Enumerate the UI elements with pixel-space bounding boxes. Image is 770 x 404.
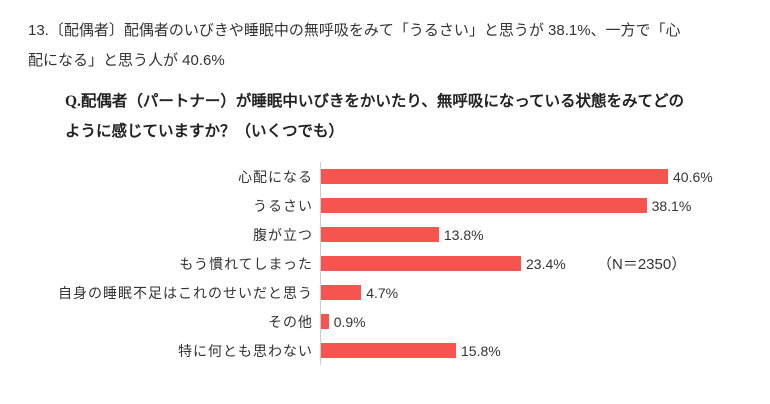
category-label: うるさい: [253, 197, 313, 214]
chart-row: うるさい 38.1%: [0, 191, 770, 220]
chart-row: 自身の睡眠不足はこれのせいだと思う 4.7%: [0, 278, 770, 307]
category-label: もう慣れてしまった: [179, 255, 313, 272]
bar: [321, 314, 329, 329]
value-label: 0.9%: [333, 313, 366, 330]
chart-row: 心配になる 40.6%: [0, 162, 770, 191]
plot-area: 4.7%: [320, 278, 770, 307]
value-label: 40.6%: [673, 168, 713, 185]
question-line-2: ように感じていますか？（いくつでも）: [65, 123, 345, 140]
value-label: 38.1%: [651, 197, 692, 214]
chart-row: 腹が立つ 13.8%: [0, 220, 770, 249]
chart-row: 特に何とも思わない 15.8%: [0, 336, 770, 365]
chart-row: その他 0.9%: [0, 307, 770, 336]
plot-area: 23.4% （N＝2350）: [320, 249, 770, 278]
summary-text: 13.〔配偶者〕配偶者のいびきや睡眠中の無呼吸をみて「うるさい」と思うが 38.…: [28, 16, 748, 76]
summary-line-1: 13.〔配偶者〕配偶者のいびきや睡眠中の無呼吸をみて「うるさい」と思うが 38.…: [28, 22, 681, 39]
summary-line-2: 配になる」と思う人が 40.6%: [28, 52, 225, 69]
value-label: 23.4%: [526, 255, 566, 272]
category-label: 自身の睡眠不足はこれのせいだと思う: [58, 284, 313, 301]
bar: [321, 256, 521, 271]
bar: [321, 169, 668, 184]
plot-area: 0.9%: [320, 307, 770, 336]
bar: [321, 285, 362, 300]
category-label: 腹が立つ: [253, 226, 313, 243]
question-text: Q.配偶者（パートナー）が睡眠中いびきをかいたり、無呼吸になっている状態をみてど…: [65, 87, 725, 147]
category-label: 心配になる: [238, 168, 313, 185]
sample-size-label: （N＝2350）: [597, 256, 687, 273]
bar: [321, 343, 456, 358]
value-label: 13.8%: [443, 226, 484, 243]
bar: [321, 198, 647, 213]
chart-row: もう慣れてしまった 23.4% （N＝2350）: [0, 249, 770, 278]
category-label: その他: [268, 313, 313, 330]
value-label: 15.8%: [461, 342, 501, 359]
category-label: 特に何とも思わない: [178, 342, 313, 359]
value-label: 4.7%: [366, 284, 399, 301]
question-line-1: Q.配偶者（パートナー）が睡眠中いびきをかいたり、無呼吸になっている状態をみてど…: [65, 93, 685, 110]
plot-area: 15.8%: [320, 336, 770, 365]
plot-area: 40.6%: [320, 162, 770, 191]
plot-area: 13.8%: [320, 220, 770, 249]
plot-area: 38.1%: [320, 191, 770, 220]
bar-chart: 心配になる 40.6% うるさい 38.1% 腹が立つ 13.8% もう慣れてしまった 23.…: [0, 162, 770, 365]
bar: [321, 227, 439, 242]
